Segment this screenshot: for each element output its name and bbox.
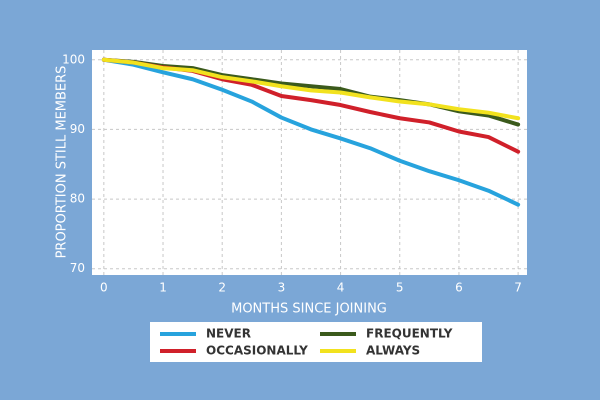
y-tick-label: 90 — [70, 122, 85, 136]
legend-box — [150, 322, 482, 362]
y-tick-label: 70 — [70, 261, 85, 275]
y-tick-label: 80 — [70, 192, 85, 206]
x-tick-label: 7 — [514, 281, 522, 295]
x-tick-label: 5 — [396, 281, 404, 295]
legend-label: NEVER — [206, 327, 251, 341]
x-tick-label: 3 — [278, 281, 286, 295]
x-axis-title: MONTHS SINCE JOINING — [231, 302, 387, 317]
x-tick-label: 1 — [159, 281, 167, 295]
x-tick-label: 6 — [455, 281, 463, 295]
y-tick-label: 100 — [62, 52, 85, 66]
plot-area — [92, 50, 527, 275]
series-line — [101, 57, 521, 207]
legend-label: OCCASIONALLY — [206, 344, 308, 358]
legend-label: ALWAYS — [366, 344, 420, 358]
x-tick-label: 0 — [100, 281, 108, 295]
x-tick-label: 2 — [218, 281, 226, 295]
y-axis-title: PROPORTION STILL MEMBERS — [55, 66, 70, 259]
legend-label: FREQUENTLY — [366, 327, 453, 341]
x-tick-label: 4 — [337, 281, 345, 295]
series-line — [101, 57, 521, 121]
